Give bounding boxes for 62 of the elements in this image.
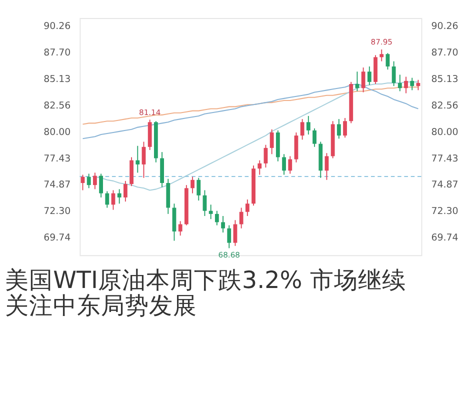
candlestick: [288, 156, 292, 174]
candlestick: [306, 115, 310, 135]
y-tick-label: 69.74: [44, 232, 71, 244]
text: 美国WTI原油本周下跌3.2% 市场继续关注中东局势发展: [5, 266, 406, 320]
candlestick: [404, 76, 408, 94]
y2-tick-label: 80.00: [431, 126, 458, 138]
candlestick: [282, 154, 286, 176]
candlestick: [208, 204, 213, 220]
annotation: 68.68: [218, 250, 240, 260]
candlestick: [392, 60, 396, 87]
annotation: 87.95: [370, 38, 393, 47]
candlestick: [239, 207, 244, 229]
y-tick-label: 82.56: [44, 100, 71, 112]
candlestick: [214, 210, 219, 226]
candlestick: [270, 128, 274, 155]
y2-tick-label: 87.70: [431, 47, 458, 58]
candlestick: [190, 176, 194, 194]
y2-tick-label: 74.87: [431, 180, 458, 191]
candlestick: [324, 152, 329, 180]
candlestick: [258, 160, 262, 176]
candlestick: [264, 144, 268, 168]
candlestick: [172, 203, 176, 242]
candlestick: [336, 118, 341, 140]
candlestick: [300, 118, 304, 140]
candlestick: [123, 180, 128, 202]
y2-tick-label: 82.56: [431, 100, 458, 112]
candlestick: [178, 220, 182, 236]
candlestick: [221, 216, 225, 233]
candlestick: [245, 199, 250, 216]
candlestick: [367, 66, 372, 86]
y-tick-label: 72.30: [44, 206, 71, 218]
candlestick: [136, 145, 140, 174]
candlestick: [361, 67, 366, 93]
candlestick: [312, 128, 316, 148]
candlestick: [227, 224, 232, 249]
candlestick: [130, 156, 134, 187]
candlestick: [105, 190, 110, 208]
y2-tick-label: 69.74: [431, 232, 458, 244]
y2-tick-label: 85.13: [431, 74, 458, 85]
annotation: 81.14: [138, 108, 161, 117]
y2-tick-label: 90.26: [431, 20, 458, 32]
y-tick-label: 80.00: [44, 126, 71, 138]
candlestick: [294, 132, 298, 163]
candlestick: [386, 52, 390, 70]
candlestick: [343, 118, 347, 138]
y-tick-label: 77.43: [44, 153, 71, 164]
candlestick: [202, 190, 207, 216]
y-tick-label: 74.87: [44, 180, 71, 191]
candlestick: [398, 74, 402, 92]
candlestick: [99, 173, 103, 198]
candlestick: [233, 220, 238, 246]
y-tick-label: 90.26: [44, 20, 71, 32]
y2-tick-label: 77.43: [431, 153, 458, 164]
y-tick-label: 87.70: [44, 47, 71, 58]
candlestick: [196, 177, 201, 201]
candlestick: [117, 188, 122, 204]
candlestick: [410, 77, 414, 91]
candlestick: [86, 173, 91, 189]
y-tick-label: 85.13: [44, 74, 71, 85]
y2-tick-label: 72.30: [431, 206, 458, 218]
candlestick: [92, 172, 97, 190]
candlestick: [380, 48, 384, 62]
